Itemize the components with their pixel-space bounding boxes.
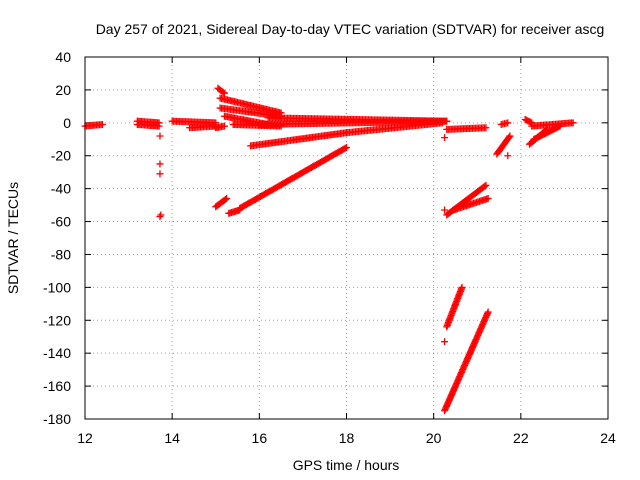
data-point bbox=[482, 181, 490, 189]
data-point bbox=[441, 206, 449, 214]
data-point bbox=[569, 119, 577, 127]
data-point bbox=[505, 133, 513, 141]
data-point bbox=[156, 160, 164, 168]
x-tick-label: 18 bbox=[339, 430, 355, 446]
data-point bbox=[441, 134, 449, 142]
y-tick-label: -60 bbox=[51, 214, 71, 230]
grid-lines bbox=[85, 57, 608, 419]
data-point bbox=[221, 195, 229, 203]
y-tick-label: -160 bbox=[43, 378, 71, 394]
y-tick-label: 0 bbox=[63, 115, 71, 131]
data-point bbox=[438, 119, 446, 127]
data-point bbox=[157, 211, 165, 219]
y-tick-label: -140 bbox=[43, 345, 71, 361]
data-point bbox=[504, 152, 512, 160]
y-tick-label: -40 bbox=[51, 181, 71, 197]
data-point bbox=[556, 122, 564, 130]
data-point bbox=[504, 119, 512, 127]
data-point bbox=[219, 88, 227, 96]
y-tick-label: -120 bbox=[43, 312, 71, 328]
data-point bbox=[484, 308, 492, 316]
x-tick-label: 20 bbox=[426, 430, 442, 446]
data-point bbox=[443, 117, 451, 125]
data-points bbox=[81, 84, 577, 415]
y-tick-label: -80 bbox=[51, 246, 71, 262]
x-tick-label: 12 bbox=[77, 430, 93, 446]
y-tick-label: -180 bbox=[43, 411, 71, 427]
y-tick-label: -100 bbox=[43, 279, 71, 295]
x-tick-labels: 12 14 16 18 20 22 24 bbox=[77, 430, 616, 446]
data-point bbox=[506, 132, 514, 140]
data-point bbox=[542, 126, 550, 134]
data-point bbox=[458, 283, 466, 291]
data-point bbox=[155, 122, 163, 130]
data-point bbox=[543, 125, 551, 133]
y-tick-label: -20 bbox=[51, 148, 71, 164]
x-axis-label: GPS time / hours bbox=[293, 457, 400, 473]
y-tick-label: 40 bbox=[55, 49, 71, 65]
data-point bbox=[156, 132, 164, 140]
x-tick-label: 16 bbox=[252, 430, 268, 446]
x-tick-label: 24 bbox=[600, 430, 616, 446]
data-point bbox=[482, 124, 490, 132]
data-point bbox=[98, 120, 106, 128]
data-point bbox=[481, 182, 489, 190]
y-axis-label: SDTVAR / TECUs bbox=[5, 182, 21, 294]
data-point bbox=[526, 118, 534, 126]
y-tick-labels: 40 20 0 -20 -40 -60 -80 -100 -120 -140 -160 -180 bbox=[43, 49, 71, 427]
chart-title: Day 257 of 2021, Sidereal Day-to-day VTE… bbox=[96, 21, 605, 37]
data-point bbox=[156, 213, 164, 221]
data-point bbox=[555, 123, 563, 131]
y-tick-label: 20 bbox=[55, 82, 71, 98]
plot-frame bbox=[84, 56, 609, 420]
data-point bbox=[220, 89, 228, 97]
data-point bbox=[223, 195, 231, 203]
x-tick-label: 22 bbox=[513, 430, 529, 446]
data-point bbox=[441, 338, 449, 346]
data-point bbox=[343, 144, 350, 151]
data-point bbox=[341, 144, 349, 152]
data-point bbox=[220, 122, 228, 130]
data-point bbox=[156, 170, 164, 178]
data-point bbox=[484, 195, 492, 203]
x-tick-label: 14 bbox=[164, 430, 180, 446]
